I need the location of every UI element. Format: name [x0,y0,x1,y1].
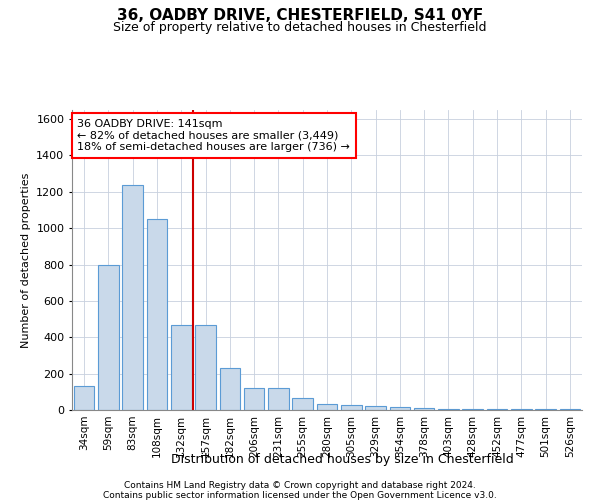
Bar [365,406,386,410]
Bar [535,409,556,410]
Text: Contains public sector information licensed under the Open Government Licence v3: Contains public sector information licen… [103,491,497,500]
Text: Contains HM Land Registry data © Crown copyright and database right 2024.: Contains HM Land Registry data © Crown c… [124,481,476,490]
Bar [122,184,143,410]
Bar [195,324,216,410]
Bar [511,409,532,410]
Bar [389,408,410,410]
Bar [414,408,434,410]
Text: Size of property relative to detached houses in Chesterfield: Size of property relative to detached ho… [113,21,487,34]
Bar [560,409,580,410]
Bar [487,409,508,410]
Bar [244,388,265,410]
Y-axis label: Number of detached properties: Number of detached properties [20,172,31,348]
Bar [98,264,119,410]
Bar [438,409,459,410]
Bar [220,368,240,410]
Text: Distribution of detached houses by size in Chesterfield: Distribution of detached houses by size … [170,452,514,466]
Bar [317,404,337,410]
Text: 36 OADBY DRIVE: 141sqm
← 82% of detached houses are smaller (3,449)
18% of semi-: 36 OADBY DRIVE: 141sqm ← 82% of detached… [77,119,350,152]
Bar [268,388,289,410]
Bar [341,406,362,410]
Bar [74,386,94,410]
Bar [146,219,167,410]
Bar [171,324,191,410]
Bar [463,409,483,410]
Text: 36, OADBY DRIVE, CHESTERFIELD, S41 0YF: 36, OADBY DRIVE, CHESTERFIELD, S41 0YF [117,8,483,22]
Bar [292,398,313,410]
